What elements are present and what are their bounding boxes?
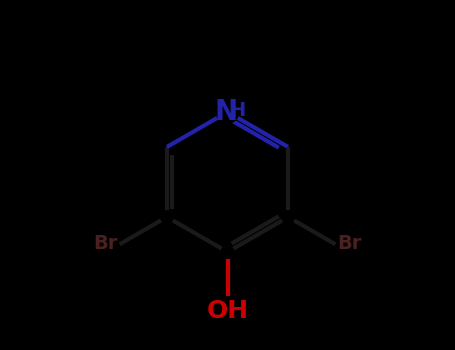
Circle shape — [216, 101, 239, 123]
Text: Br: Br — [94, 234, 118, 253]
Circle shape — [161, 211, 173, 223]
Text: H: H — [229, 101, 245, 120]
Text: OH: OH — [207, 299, 248, 323]
Circle shape — [282, 211, 294, 223]
Text: Br: Br — [337, 234, 361, 253]
Circle shape — [221, 246, 234, 258]
Text: N: N — [214, 98, 238, 126]
